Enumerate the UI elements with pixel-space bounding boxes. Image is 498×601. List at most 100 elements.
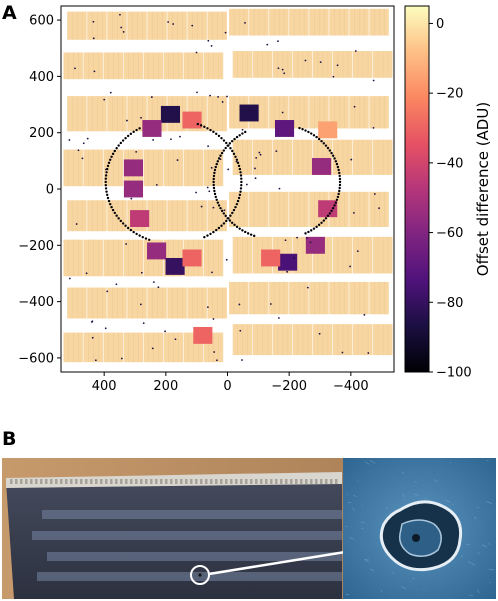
connector-tooth — [320, 479, 323, 484]
detector-module — [87, 287, 107, 319]
ring-pixel — [129, 228, 133, 232]
connector-tooth — [215, 479, 218, 484]
detector-module — [309, 8, 329, 36]
micrograph-speckle — [437, 473, 439, 475]
detector-module — [87, 96, 107, 132]
scatter-pixel — [266, 43, 269, 46]
scatter-pixel — [353, 105, 356, 108]
scatter-pixel — [195, 191, 197, 194]
ring-pixel — [307, 130, 310, 134]
detector-module — [329, 281, 349, 315]
scatter-pixel — [336, 64, 339, 67]
scatter-pixel — [104, 168, 107, 171]
ring-pixel — [312, 134, 316, 137]
ring-pixel — [222, 222, 226, 225]
scatter-pixel — [372, 79, 375, 82]
detector-module — [229, 281, 249, 315]
scatter-pixel — [120, 357, 123, 360]
scatter-pixel — [77, 149, 80, 152]
ring-pixel — [216, 201, 220, 204]
connector-tooth — [255, 479, 258, 484]
detector-module — [67, 96, 87, 132]
detector-module — [369, 281, 389, 315]
ring-pixel — [214, 195, 217, 199]
micrograph-speckle — [481, 544, 487, 548]
ring-pixel — [334, 201, 338, 204]
detector-module — [183, 52, 204, 80]
scatter-pixel — [104, 327, 107, 330]
connector-tooth — [240, 479, 243, 484]
highlighted-region — [318, 200, 338, 218]
connector-tooth — [120, 479, 123, 484]
stripe — [32, 531, 342, 540]
scatter-pixel — [354, 50, 357, 52]
highlighted-region — [123, 159, 144, 177]
scatter-pixel — [172, 23, 175, 25]
detector-module — [83, 239, 103, 277]
scatter-pixel — [152, 281, 155, 283]
detector-module — [123, 239, 144, 277]
y-tick-label: 400 — [29, 70, 54, 85]
scatter-pixel — [350, 158, 353, 161]
sensor-photo-panel — [2, 458, 496, 599]
ring-pixel — [222, 149, 226, 152]
highlighted-region — [142, 120, 162, 137]
ring-pixel — [220, 136, 223, 140]
connector-tooth — [180, 479, 183, 484]
detector-module — [187, 200, 207, 232]
connector-tooth — [300, 479, 303, 484]
highlighted-region — [278, 253, 298, 271]
connector-teeth — [10, 479, 338, 484]
highlighted-region — [274, 120, 295, 137]
ring-pixel — [212, 186, 216, 190]
micrograph-speckle — [414, 494, 420, 496]
connector-tooth — [280, 479, 283, 484]
ring-pixel — [252, 234, 256, 238]
micrograph-speckle — [488, 569, 495, 571]
connector-tooth — [195, 479, 198, 484]
detector-module — [207, 200, 227, 232]
highlighted-region — [305, 236, 325, 254]
ring-pixel — [234, 155, 237, 158]
connector-tooth — [135, 479, 138, 484]
ring-pixel — [222, 139, 226, 142]
scatter-pixel — [235, 160, 238, 163]
colorbar-tick-label: −20 — [436, 87, 463, 102]
ring-pixel — [230, 139, 234, 143]
scatter-pixel — [196, 91, 198, 94]
scatter-pixel — [211, 271, 213, 274]
detector-module — [67, 11, 87, 40]
ring-pixel — [235, 225, 239, 229]
detector-module — [292, 324, 313, 356]
detector-module — [167, 11, 187, 40]
scatter-pixel — [278, 317, 280, 319]
ring-pixel — [209, 128, 212, 132]
ring-pixel — [338, 171, 341, 175]
ring-pixel — [331, 154, 335, 157]
scatter-pixel — [126, 119, 128, 122]
ring-pixel — [235, 135, 239, 139]
ring-pixel — [141, 235, 144, 239]
scatter-pixel — [179, 135, 181, 138]
ring-pixel — [111, 152, 115, 156]
ring-pixel — [212, 177, 215, 181]
connector-tooth — [130, 479, 133, 484]
colorbar-tick-label: −80 — [436, 296, 463, 311]
scatter-pixel — [278, 187, 281, 190]
detector-module — [349, 96, 369, 129]
ring-pixel — [222, 212, 226, 215]
ring-pixel — [109, 158, 112, 161]
scatter-pixel — [277, 67, 280, 70]
ring-pixel — [121, 222, 125, 225]
ring-pixel — [206, 234, 209, 237]
ring-pixel — [310, 229, 313, 232]
detector-module — [167, 287, 187, 319]
micrograph-speckle — [346, 493, 348, 495]
scatter-pixel — [164, 330, 167, 333]
detector-module — [249, 281, 269, 315]
scatter-pixel — [363, 313, 366, 316]
highlighted-region — [318, 121, 338, 139]
ring-pixel — [301, 128, 304, 131]
scatter-pixel — [277, 40, 279, 43]
micrograph-speckle — [353, 494, 357, 498]
